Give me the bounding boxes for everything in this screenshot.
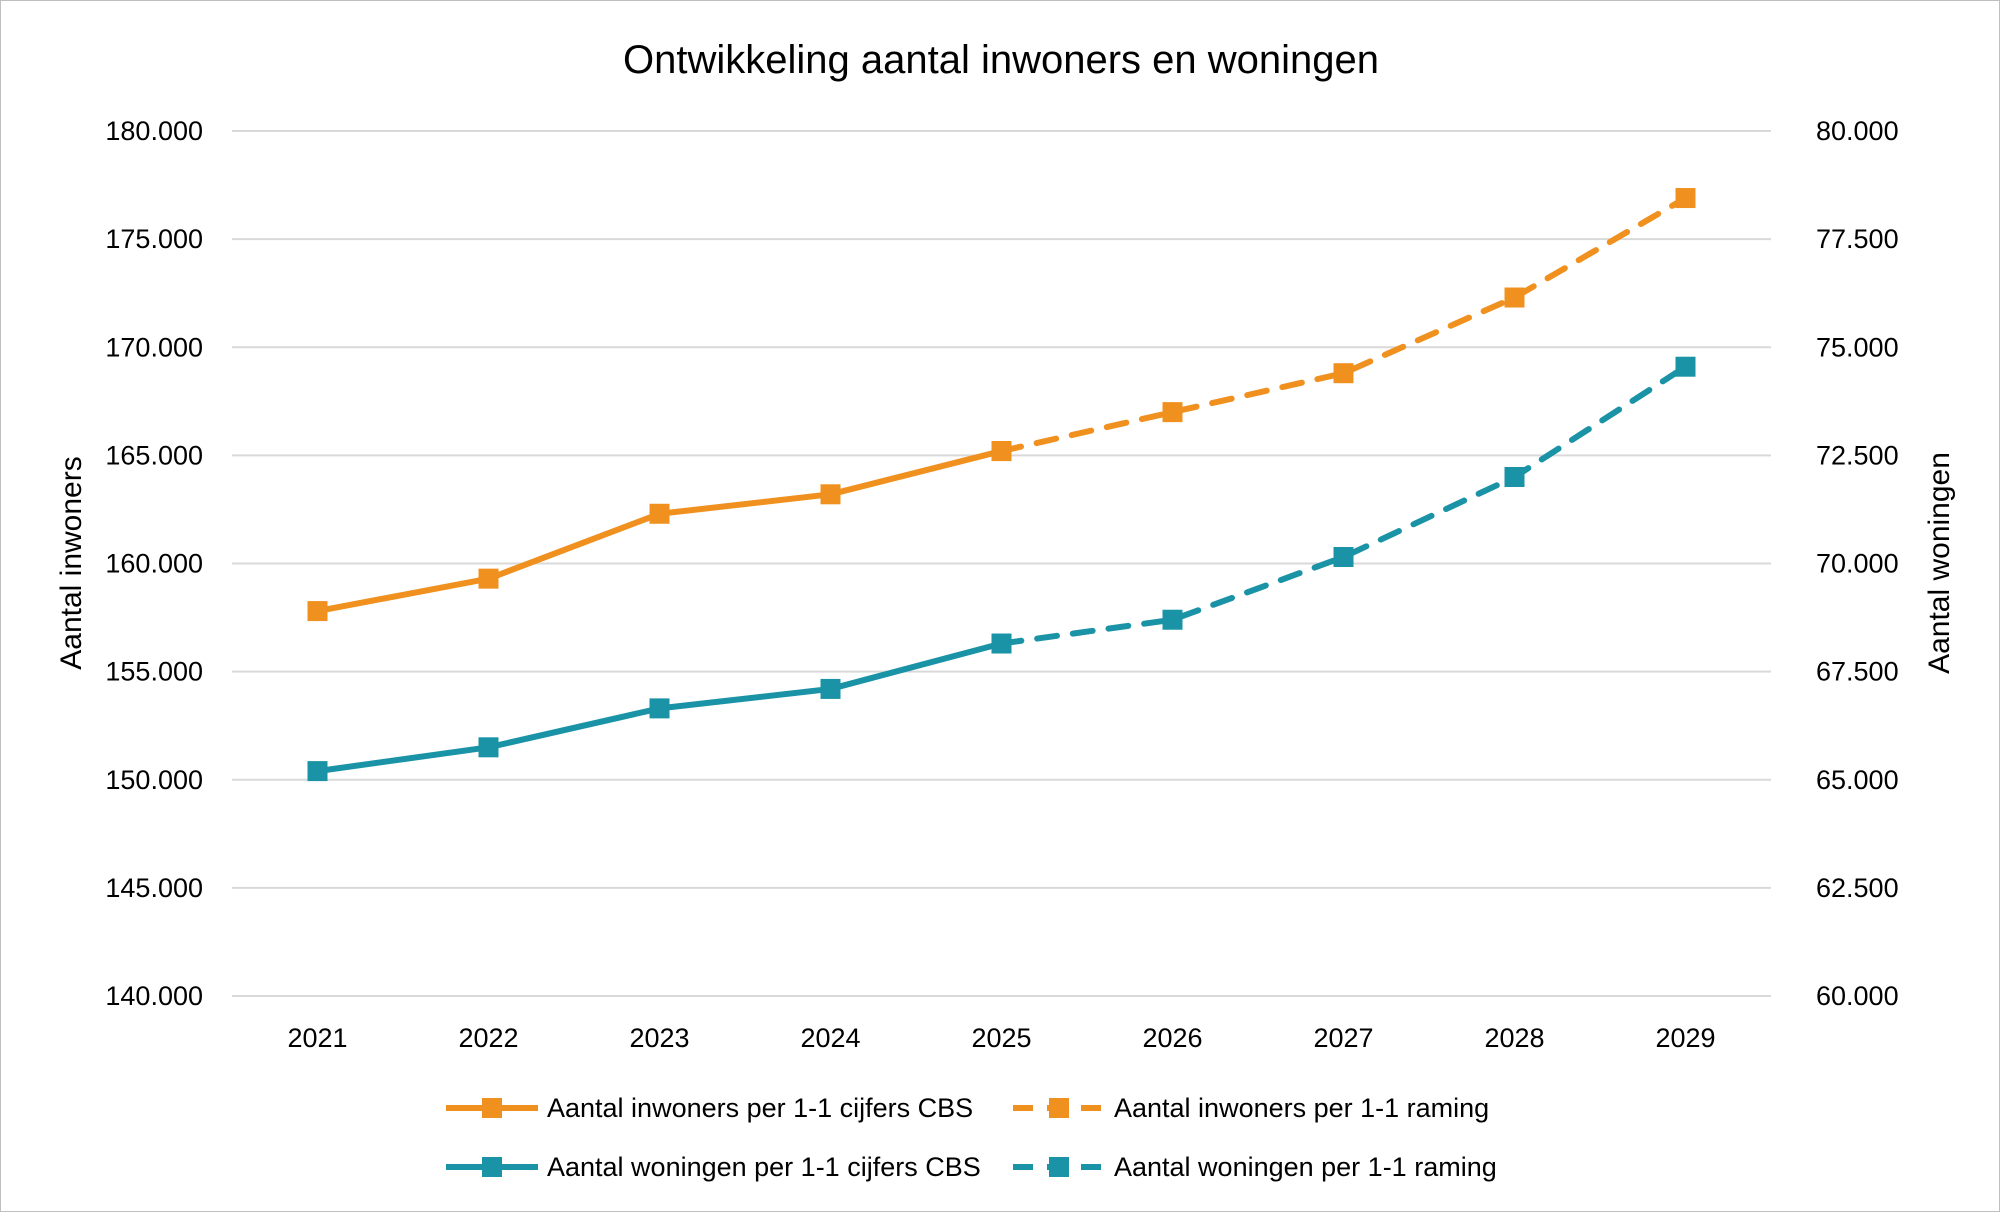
right-tick-label: 80.000	[1816, 116, 1899, 146]
legend: Aantal inwoners per 1-1 cijfers CBS Aanta…	[446, 1093, 1497, 1182]
x-tick-label: 2021	[287, 1023, 347, 1053]
x-tick-label: 2025	[971, 1023, 1031, 1053]
left-tick-label: 160.000	[105, 549, 203, 579]
left-axis-ticks: 140.000 145.000 150.000 155.000 160.000 165.0…	[105, 116, 203, 1011]
data-point	[820, 484, 841, 505]
left-tick-label: 170.000	[105, 332, 203, 362]
right-axis-ticks: 60.000 62.500 65.000 67.500 70.000 72.500 75.0…	[1816, 116, 1899, 1011]
series-line-2	[998, 195, 1689, 455]
series-line-1	[314, 448, 1005, 615]
legend-swatch-marker	[482, 1157, 502, 1177]
legend-label: Aantal woningen per 1-1 raming	[1114, 1152, 1497, 1182]
legend-label: Aantal inwoners per 1-1 raming	[1114, 1093, 1489, 1123]
data-point	[307, 601, 328, 622]
data-point	[1333, 547, 1354, 568]
legend-label: Aantal inwoners per 1-1 cijfers CBS	[547, 1093, 973, 1123]
x-tick-label: 2023	[629, 1023, 689, 1053]
data-point	[478, 737, 499, 758]
data-point	[1504, 287, 1525, 308]
right-tick-label: 77.500	[1816, 224, 1899, 254]
right-tick-label: 72.500	[1816, 440, 1899, 470]
data-point	[307, 761, 328, 782]
data-point	[649, 503, 670, 524]
x-axis-ticks: 2021 2022 2023 2024 2025 2026 2027 2028 2029	[287, 1023, 1715, 1053]
right-axis-label: Aantal woningen	[1923, 452, 1956, 674]
data-point	[1675, 188, 1696, 209]
right-tick-label: 65.000	[1816, 765, 1899, 795]
left-tick-label: 175.000	[105, 224, 203, 254]
data-point	[1333, 363, 1354, 384]
data-point	[649, 698, 670, 719]
right-tick-label: 60.000	[1816, 981, 1899, 1011]
right-tick-label: 62.500	[1816, 873, 1899, 903]
x-tick-label: 2024	[800, 1023, 860, 1053]
right-tick-label: 70.000	[1816, 549, 1899, 579]
x-tick-label: 2029	[1655, 1023, 1715, 1053]
x-tick-label: 2022	[458, 1023, 518, 1053]
series-lines	[307, 188, 1696, 782]
legend-label: Aantal woningen per 1-1 cijfers CBS	[547, 1152, 981, 1182]
data-point	[1504, 467, 1525, 487]
left-tick-label: 150.000	[105, 765, 203, 795]
left-tick-label: 165.000	[105, 440, 203, 470]
legend-swatch-marker	[482, 1098, 502, 1118]
data-point	[820, 678, 841, 699]
data-point	[991, 441, 1012, 462]
left-tick-label: 140.000	[105, 981, 203, 1011]
series-line-4	[998, 363, 1689, 647]
x-tick-label: 2026	[1142, 1023, 1202, 1053]
left-tick-label: 180.000	[105, 116, 203, 146]
x-tick-label: 2028	[1484, 1023, 1544, 1053]
data-point	[1162, 402, 1183, 423]
data-point	[1675, 356, 1696, 377]
data-point	[991, 633, 1012, 654]
data-point	[1162, 609, 1183, 630]
data-point	[478, 568, 499, 589]
left-tick-label: 155.000	[105, 657, 203, 687]
chart-title: Ontwikkeling aantal inwoners en woningen	[623, 38, 1379, 82]
gridlines	[232, 130, 1771, 997]
right-tick-label: 75.000	[1816, 332, 1899, 362]
left-tick-label: 145.000	[105, 873, 203, 903]
right-tick-label: 67.500	[1816, 657, 1899, 687]
left-axis-label: Aantal inwoners	[55, 456, 88, 669]
legend-swatch-marker	[1049, 1098, 1069, 1118]
legend-swatch-marker	[1049, 1157, 1069, 1177]
x-tick-label: 2027	[1313, 1023, 1373, 1053]
